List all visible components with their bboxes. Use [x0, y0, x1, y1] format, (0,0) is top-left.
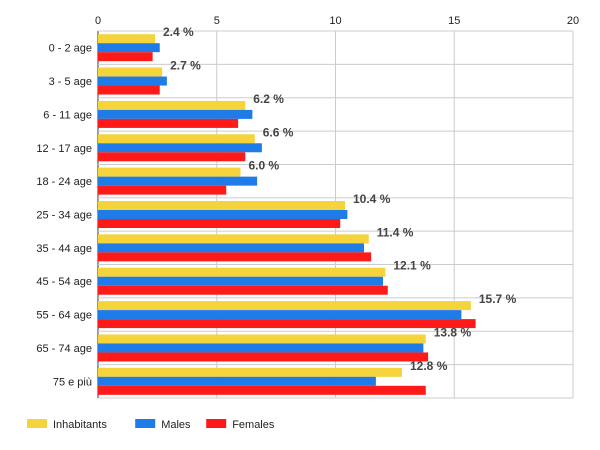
data-label: 6.2 % [253, 92, 284, 106]
bar-females-6 [98, 252, 372, 262]
category-label: 25 - 34 age [36, 210, 92, 222]
bar-males-9 [98, 343, 424, 353]
legend-label-males: Males [161, 419, 191, 431]
bar-inhabitants-7 [98, 267, 386, 277]
bar-females-7 [98, 285, 388, 295]
bar-males-6 [98, 243, 364, 253]
category-label: 75 e più [53, 376, 92, 388]
data-label: 6.6 % [263, 125, 294, 139]
bar-inhabitants-5 [98, 201, 345, 210]
x-tick-label: 10 [329, 15, 341, 27]
bar-males-7 [98, 276, 383, 286]
bar-females-1 [98, 85, 160, 95]
category-label: 12 - 17 age [36, 143, 92, 155]
x-tick-label: 0 [95, 15, 101, 27]
bars [98, 34, 476, 395]
bar-males-1 [98, 76, 167, 86]
bar-males-3 [98, 143, 262, 153]
bar-males-2 [98, 109, 253, 119]
bar-inhabitants-6 [98, 234, 369, 244]
bar-inhabitants-10 [98, 367, 402, 377]
legend: Inhabitants Males Females [27, 419, 275, 431]
data-label: 6.0 % [249, 159, 280, 173]
bar-females-0 [98, 52, 153, 62]
category-label: 3 - 5 age [49, 76, 92, 88]
legend-swatch-inhabitants [27, 419, 47, 428]
data-label: 12.8 % [410, 359, 448, 373]
data-label: 13.8 % [434, 325, 472, 339]
x-tick-label: 15 [448, 15, 460, 27]
x-tick-label: 20 [567, 15, 579, 27]
bar-females-9 [98, 352, 429, 362]
bar-inhabitants-0 [98, 34, 155, 44]
category-label: 45 - 54 age [36, 276, 92, 288]
bar-inhabitants-4 [98, 167, 241, 177]
legend-swatch-females [206, 419, 227, 428]
bar-inhabitants-9 [98, 334, 426, 344]
bar-males-8 [98, 310, 462, 320]
data-label: 2.4 % [163, 25, 194, 39]
legend-label-inhabitants: Inhabitants [53, 419, 107, 431]
bar-inhabitants-2 [98, 100, 246, 110]
bar-females-2 [98, 118, 239, 128]
bar-females-5 [98, 219, 341, 228]
bar-inhabitants-8 [98, 301, 471, 311]
bar-males-0 [98, 43, 160, 53]
category-label: 18 - 24 age [36, 176, 92, 188]
bar-males-10 [98, 376, 376, 386]
data-label: 10.4 % [353, 192, 391, 206]
bar-inhabitants-1 [98, 67, 163, 77]
grid-lines [97, 30, 574, 399]
category-label: 65 - 74 age [36, 343, 92, 355]
bar-inhabitants-3 [98, 134, 255, 144]
data-label: 12.1 % [393, 259, 431, 273]
x-axis-ticks: 0 5 10 15 20 [95, 15, 579, 27]
bar-males-4 [98, 176, 258, 186]
category-label: 0 - 2 age [49, 43, 92, 55]
data-labels: 2.4 % 2.7 % 6.2 % 6.6 % 6.0 % 10.4 % 11.4 % 12.… [163, 25, 517, 373]
bar-females-4 [98, 185, 227, 195]
bar-females-3 [98, 152, 246, 162]
data-label: 11.4 % [377, 225, 414, 239]
data-label: 2.7 % [170, 59, 201, 73]
bar-males-5 [98, 210, 348, 219]
category-label: 55 - 64 age [36, 310, 92, 322]
category-label: 35 - 44 age [36, 243, 92, 255]
category-labels: 0 - 2 age 3 - 5 age 6 - 11 age 12 - 17 age 1… [36, 43, 92, 389]
x-tick-label: 5 [214, 15, 220, 27]
category-label: 6 - 11 age [43, 109, 92, 121]
data-label: 15.7 % [479, 292, 517, 306]
bar-females-8 [98, 319, 476, 329]
bar-females-10 [98, 385, 426, 395]
legend-label-females: Females [232, 419, 275, 431]
legend-swatch-males [135, 419, 156, 428]
